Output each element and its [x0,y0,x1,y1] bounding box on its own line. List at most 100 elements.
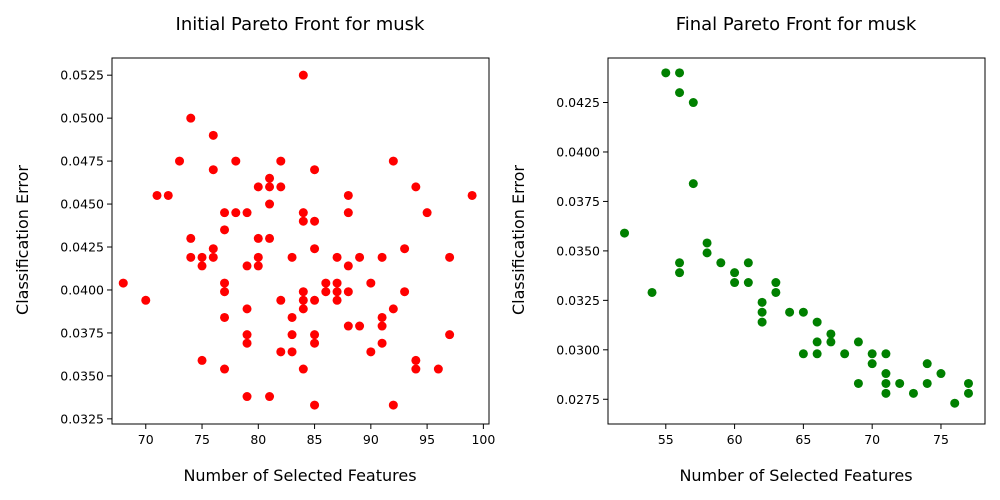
data-point [220,364,230,374]
data-point [675,268,685,278]
data-point [208,130,218,140]
data-point [220,225,230,235]
data-point [197,355,207,365]
data-points [118,70,477,410]
data-point [963,388,973,398]
data-point [343,190,353,200]
data-point [922,378,932,388]
data-point [895,378,905,388]
data-point [265,199,275,209]
data-point [445,252,455,262]
data-point [220,278,230,288]
data-point [220,312,230,322]
data-point [298,295,308,305]
data-point [310,244,320,254]
data-point [208,165,218,175]
y-tick-label: 0.0275 [556,392,600,407]
data-point [675,258,685,268]
data-point [242,304,252,314]
data-point [377,252,387,262]
x-tick-label: 80 [250,432,266,447]
y-tick-label: 0.0400 [556,144,600,159]
data-point [853,337,863,347]
data-point [343,261,353,271]
data-point [771,287,781,297]
data-point [310,400,320,410]
data-point [276,347,286,357]
y-tick-label: 0.0525 [60,68,104,83]
data-point [298,216,308,226]
y-tick-label: 0.0350 [556,243,600,258]
data-point [771,278,781,288]
data-point [743,258,753,268]
data-point [908,388,918,398]
data-point [411,182,421,192]
x-tick-label: 70 [864,432,880,447]
data-point [332,287,342,297]
data-point [422,208,432,218]
data-point [411,355,421,365]
plot-frame [111,57,490,425]
data-point [647,287,657,297]
panel-initial-pareto-front: Initial Pareto Front for musk Number of … [13,14,495,485]
data-point [355,321,365,331]
y-tick-label: 0.0325 [556,293,600,308]
data-point [310,165,320,175]
data-point [253,252,263,262]
data-point [242,338,252,348]
data-point [276,295,286,305]
data-point [197,261,207,271]
y-tick-label: 0.0500 [60,111,104,126]
data-point [433,364,443,374]
data-point [298,208,308,218]
x-tick-label: 100 [471,432,495,447]
y-tick-label: 0.0300 [556,342,600,357]
data-point [411,364,421,374]
data-point [366,278,376,288]
data-point [276,182,286,192]
data-point [220,287,230,297]
data-point [242,330,252,340]
y-tick-label: 0.0425 [60,240,104,255]
data-point [197,252,207,262]
y-tick-label: 0.0375 [60,325,104,340]
data-point [881,378,891,388]
data-point [253,182,263,192]
data-point [757,307,767,317]
x-tick-label: 75 [194,432,210,447]
data-point [208,252,218,262]
data-point [388,156,398,166]
y-tick-label: 0.0450 [60,197,104,212]
data-point [231,208,241,218]
data-point [355,252,365,262]
data-point [688,179,698,189]
plot-frame [607,57,986,425]
data-point [343,287,353,297]
data-point [343,208,353,218]
data-point [730,268,740,278]
data-point [702,238,712,248]
x-tick-label: 70 [138,432,154,447]
x-tick-label: 60 [727,432,743,447]
data-point [675,68,685,78]
data-point [265,233,275,243]
data-point [175,156,185,166]
data-point [310,216,320,226]
chart-title: Final Pareto Front for musk [676,14,917,35]
data-point [853,378,863,388]
data-point [141,295,151,305]
data-point [445,330,455,340]
data-point [963,378,973,388]
data-point [208,244,218,254]
data-point [661,68,671,78]
data-point [377,312,387,322]
data-point [298,70,308,80]
y-tick-label: 0.0350 [60,368,104,383]
data-point [242,261,252,271]
data-point [242,208,252,218]
data-point [298,287,308,297]
data-point [287,330,297,340]
data-point [757,297,767,307]
data-point [310,330,320,340]
